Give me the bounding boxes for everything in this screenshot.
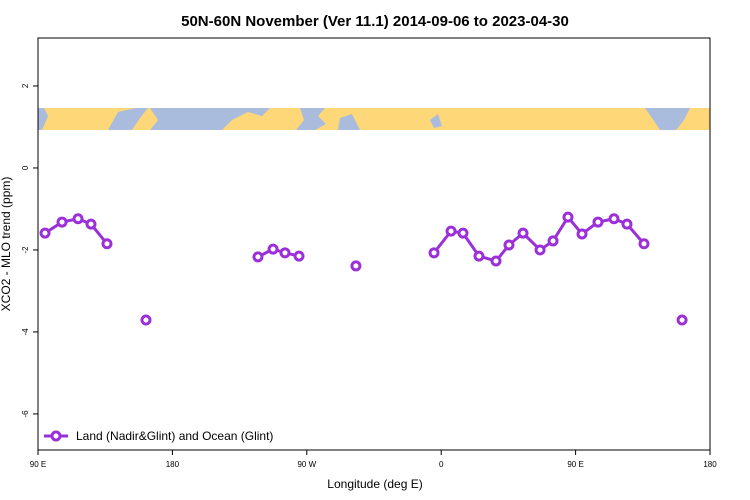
- data-point: [72, 213, 84, 225]
- data-point: [576, 228, 588, 240]
- y-tick-label: -6: [21, 410, 30, 418]
- y-tick-label: -4: [21, 328, 30, 336]
- data-point: [267, 243, 279, 255]
- data-point: [457, 227, 469, 239]
- x-tick-label: 90 W: [297, 460, 316, 469]
- data-point: [592, 216, 604, 228]
- x-axis-label: Longitude (deg E): [327, 477, 422, 491]
- data-point: [517, 227, 529, 239]
- legend-label: Land (Nadir&Glint) and Ocean (Glint): [76, 429, 273, 443]
- x-tick-label: 90 E: [567, 460, 583, 469]
- data-point: [608, 213, 620, 225]
- data-point: [534, 244, 546, 256]
- data-point: [252, 251, 264, 263]
- data-point: [39, 227, 51, 239]
- data-point: [101, 238, 113, 250]
- y-axis-label: XCO2 - MLO trend (ppm): [0, 177, 13, 312]
- data-point: [293, 250, 305, 262]
- y-tick-label: 2: [21, 83, 30, 88]
- data-point: [562, 211, 574, 223]
- data-point: [503, 239, 515, 251]
- data-point: [350, 260, 362, 272]
- legend-marker: [50, 430, 62, 442]
- y-tick-label: 0: [21, 165, 30, 170]
- x-tick-label: 180: [166, 460, 180, 469]
- data-point: [428, 247, 440, 259]
- data-point: [621, 218, 633, 230]
- data-point: [547, 235, 559, 247]
- data-point: [140, 314, 152, 326]
- data-point: [676, 314, 688, 326]
- x-tick-label: 180: [703, 460, 717, 469]
- plot-frame: [37, 37, 711, 451]
- x-tick-label: 0: [439, 460, 444, 469]
- x-tick-label: 90 E: [30, 460, 46, 469]
- data-point: [445, 225, 457, 237]
- data-point: [56, 216, 68, 228]
- chart-title: 50N-60N November (Ver 11.1) 2014-09-06 t…: [181, 13, 569, 30]
- map-strip: [38, 108, 710, 130]
- y-tick-label: -2: [21, 246, 30, 254]
- data-point: [638, 238, 650, 250]
- data-point: [279, 247, 291, 259]
- data-point: [85, 218, 97, 230]
- data-point: [490, 255, 502, 267]
- data-point: [473, 250, 485, 262]
